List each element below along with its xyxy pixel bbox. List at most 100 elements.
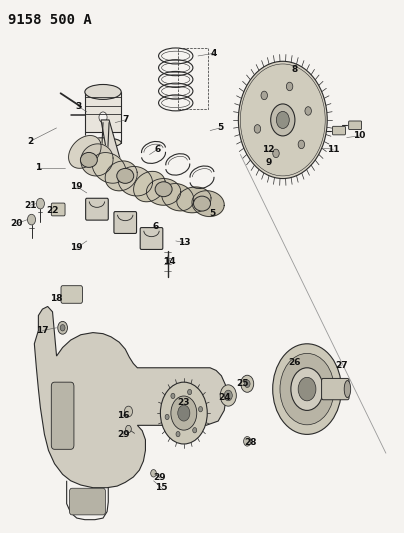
Circle shape	[305, 107, 311, 115]
Circle shape	[187, 390, 191, 395]
Ellipse shape	[85, 84, 121, 99]
FancyBboxPatch shape	[51, 382, 74, 449]
Circle shape	[60, 325, 65, 331]
Circle shape	[224, 390, 232, 401]
Text: 9158 500 A: 9158 500 A	[8, 13, 92, 27]
Text: 12: 12	[263, 145, 275, 154]
Ellipse shape	[194, 196, 210, 211]
Text: 9: 9	[265, 158, 272, 167]
Text: 7: 7	[122, 116, 128, 124]
FancyBboxPatch shape	[349, 121, 362, 130]
Polygon shape	[69, 135, 101, 168]
Text: 6: 6	[154, 145, 161, 154]
Circle shape	[58, 321, 67, 334]
FancyBboxPatch shape	[114, 212, 137, 233]
Circle shape	[244, 380, 250, 387]
Text: 11: 11	[327, 145, 339, 154]
Text: 14: 14	[163, 257, 176, 265]
Text: 4: 4	[211, 49, 217, 58]
Text: 19: 19	[70, 244, 83, 252]
Text: 22: 22	[46, 206, 59, 215]
Text: 21: 21	[24, 201, 36, 209]
Circle shape	[126, 425, 131, 433]
Polygon shape	[118, 166, 152, 196]
Polygon shape	[34, 306, 226, 488]
Circle shape	[178, 405, 190, 421]
Text: 3: 3	[76, 102, 82, 111]
FancyBboxPatch shape	[85, 92, 121, 132]
Circle shape	[124, 406, 133, 417]
FancyBboxPatch shape	[322, 378, 349, 400]
Polygon shape	[92, 152, 126, 183]
Text: 19: 19	[70, 182, 83, 191]
Circle shape	[99, 112, 107, 123]
Text: 5: 5	[217, 124, 223, 132]
Text: 23: 23	[178, 398, 190, 407]
Circle shape	[276, 111, 289, 128]
Polygon shape	[81, 144, 113, 176]
Circle shape	[27, 214, 36, 225]
Ellipse shape	[115, 181, 124, 187]
Circle shape	[176, 431, 180, 437]
Text: 29: 29	[117, 430, 130, 439]
Text: 5: 5	[209, 209, 215, 217]
Text: 13: 13	[178, 238, 190, 247]
Circle shape	[151, 470, 156, 477]
Text: 25: 25	[236, 379, 248, 388]
Polygon shape	[162, 183, 194, 211]
Text: 2: 2	[27, 137, 34, 146]
Circle shape	[36, 198, 44, 209]
Circle shape	[273, 344, 341, 434]
Circle shape	[238, 61, 327, 179]
Ellipse shape	[85, 138, 121, 147]
Circle shape	[241, 375, 254, 392]
Circle shape	[271, 104, 295, 136]
Text: 28: 28	[244, 438, 257, 447]
Ellipse shape	[344, 381, 351, 398]
Text: 29: 29	[153, 473, 166, 481]
Polygon shape	[192, 191, 224, 216]
Text: 8: 8	[292, 65, 298, 74]
Text: 27: 27	[335, 361, 348, 369]
Circle shape	[240, 64, 325, 176]
Circle shape	[165, 414, 169, 419]
Text: 10: 10	[354, 132, 366, 140]
Circle shape	[171, 393, 175, 399]
Polygon shape	[177, 187, 211, 213]
Text: 18: 18	[50, 294, 63, 303]
Text: 1: 1	[35, 164, 42, 172]
Circle shape	[273, 149, 279, 158]
Circle shape	[244, 437, 251, 446]
Polygon shape	[134, 171, 165, 201]
Text: 24: 24	[218, 393, 231, 401]
Ellipse shape	[80, 152, 97, 167]
FancyBboxPatch shape	[69, 488, 105, 515]
Circle shape	[193, 427, 197, 433]
Circle shape	[298, 140, 305, 149]
Circle shape	[160, 382, 207, 444]
Circle shape	[171, 396, 197, 430]
Bar	[178, 48, 208, 109]
Text: 6: 6	[152, 222, 159, 231]
Text: 20: 20	[10, 220, 22, 228]
Circle shape	[261, 91, 267, 100]
FancyBboxPatch shape	[51, 203, 65, 216]
Circle shape	[286, 82, 293, 91]
Text: 16: 16	[117, 411, 129, 420]
Ellipse shape	[155, 182, 172, 197]
FancyBboxPatch shape	[86, 198, 108, 220]
FancyBboxPatch shape	[332, 126, 345, 135]
Polygon shape	[105, 161, 137, 191]
Ellipse shape	[112, 177, 127, 191]
Circle shape	[220, 385, 236, 406]
Text: 26: 26	[289, 358, 301, 367]
FancyBboxPatch shape	[140, 228, 163, 249]
Circle shape	[298, 377, 316, 401]
Circle shape	[291, 368, 323, 410]
Circle shape	[198, 407, 202, 412]
Polygon shape	[101, 120, 126, 184]
Polygon shape	[147, 179, 181, 205]
Circle shape	[280, 353, 334, 425]
FancyBboxPatch shape	[61, 286, 82, 303]
Ellipse shape	[117, 168, 134, 183]
